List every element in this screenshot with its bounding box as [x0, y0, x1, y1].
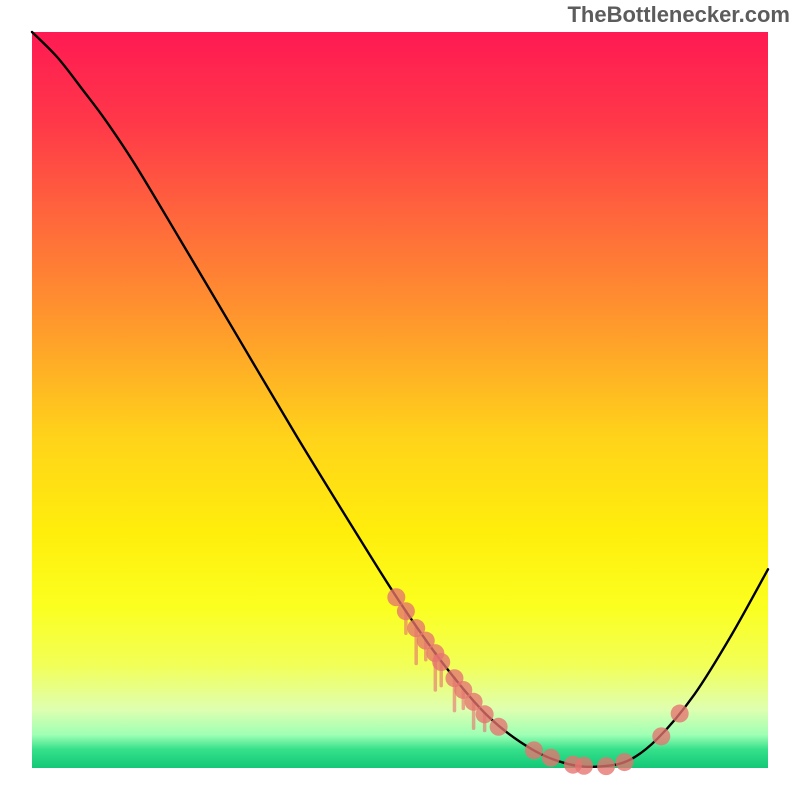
data-marker: [652, 727, 670, 745]
data-marker: [476, 705, 494, 723]
chart-canvas: [0, 0, 800, 800]
data-marker: [615, 753, 633, 771]
data-marker: [397, 602, 415, 620]
data-marker: [575, 757, 593, 775]
data-marker: [597, 757, 615, 775]
bottleneck-chart: TheBottlenecker.com: [0, 0, 800, 800]
data-marker: [432, 653, 450, 671]
data-marker: [525, 741, 543, 759]
data-marker: [542, 749, 560, 767]
data-marker: [490, 718, 508, 736]
gradient-background: [32, 32, 768, 768]
watermark-label: TheBottlenecker.com: [567, 2, 790, 28]
data-marker: [671, 705, 689, 723]
